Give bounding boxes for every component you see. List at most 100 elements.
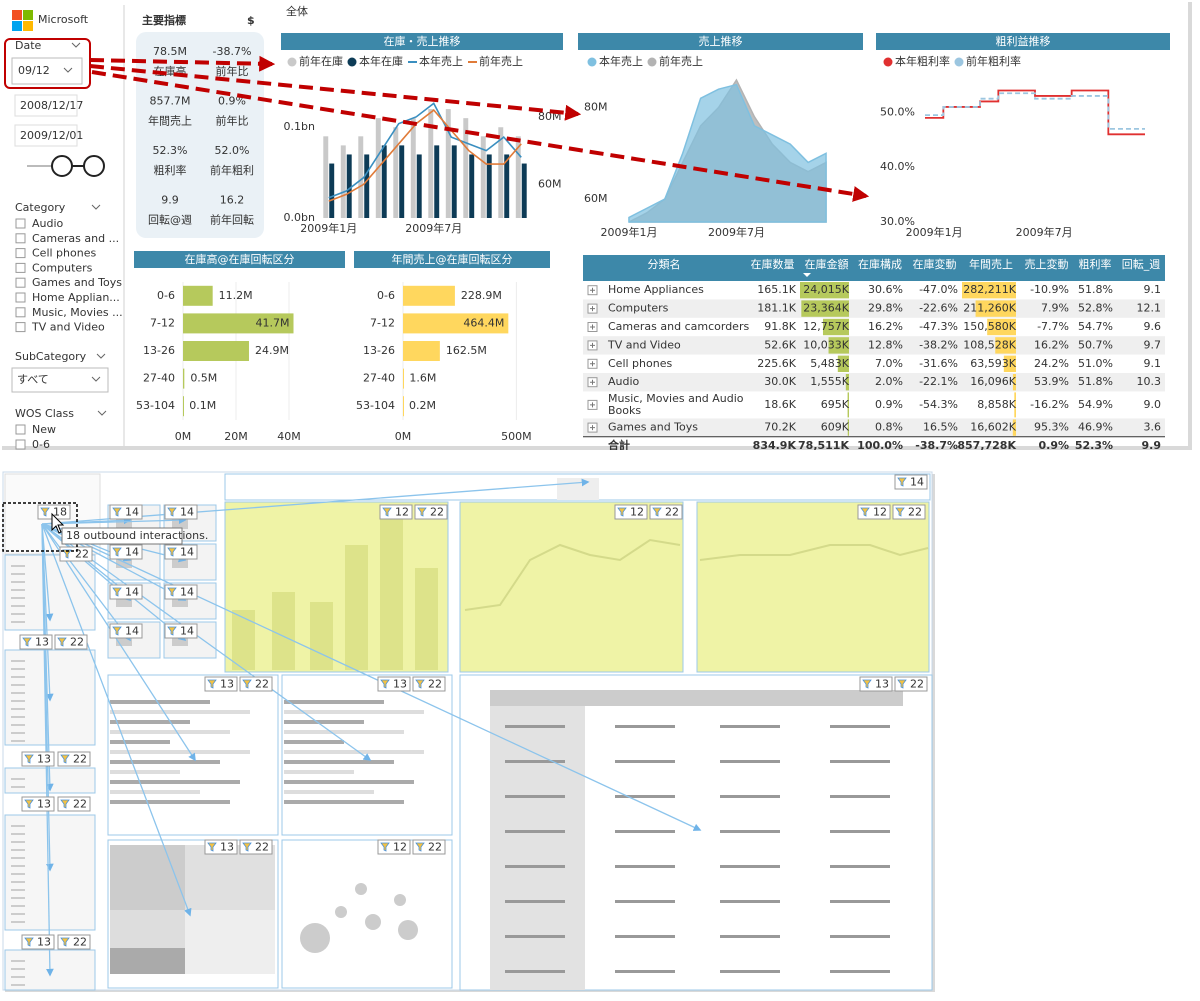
table-cell: 70.2K [764,421,796,434]
badge-icon [24,937,34,947]
legend-swatch [347,57,357,67]
panel [4,814,96,931]
placeholder-line [615,760,675,763]
placeholder-line [11,708,25,710]
legend-swatch [954,57,964,67]
bar [451,145,457,218]
data-bar [962,282,1016,299]
table-cell: 225.6K [757,357,796,370]
row-band [583,336,1165,355]
tooltip-text: 18 outbound interactions. [66,529,208,542]
table-cell: 52.8% [1078,302,1113,315]
badge-count: 22 [255,678,269,691]
table-cell: 7.0% [875,357,903,370]
cursor [51,512,65,534]
kpi-value: 52.0% [215,144,250,157]
placeholder-bar [284,790,374,794]
table-cell: 12.1 [1137,302,1162,315]
badge-count: 13 [393,678,407,691]
checkbox [15,424,26,435]
kpi-label: 前年粗利 [210,163,254,177]
kpi-value: 9.9 [161,194,179,207]
table-cell: 16.5% [923,421,958,434]
x-tick-label: 500M [501,430,532,443]
y-tick-label: 30.0% [880,215,915,228]
legend-label: 本年在庫 [359,54,403,68]
badge-icon [415,679,425,689]
category-label: 27-40 [363,372,395,385]
kpi-title: 主要指標 [142,13,186,27]
placeholder-line [11,676,25,678]
badge-icon [112,547,122,557]
badge-icon [24,799,34,809]
bar [183,368,185,389]
table-cell: Music, Movies and Audio Books [608,392,744,417]
interaction-arrow [41,523,192,917]
bar [183,285,213,306]
bar [403,396,404,417]
badge-count: 22 [910,678,924,691]
bar [393,127,399,218]
bar [521,163,527,218]
bar [416,154,422,218]
x-tick-label: 2009年1月 [300,221,357,235]
chevron [91,204,101,210]
badge-count: 22 [73,753,87,766]
badge-count: 14 [180,625,194,638]
interaction-arrow [41,516,187,525]
table-cell: 51.0% [1078,357,1113,370]
table-cell: 211,260K [963,302,1016,315]
placeholder-bar [110,790,200,794]
expand-plus [590,361,595,367]
table-cell: 0.9% [875,398,903,411]
bar [364,154,370,218]
placeholder-bar [272,592,295,670]
data-bar [845,374,849,391]
table-cell: 181.1K [757,302,796,315]
category-option: Cell phones [32,247,96,260]
badge-count: 12 [873,506,887,519]
placeholder-line [11,716,25,718]
badge-icon [60,799,70,809]
placeholder-line [11,841,25,843]
table-cell: 18.6K [764,398,796,411]
table-cell: 52.6K [764,338,796,351]
placeholder-bar [345,545,368,670]
page-title: 全体 [286,4,308,18]
placeholder-line [11,905,25,907]
highlighted-visual [696,501,930,673]
placeholder-line [615,970,675,973]
bar [381,145,387,218]
date-to: 2009/12/01 [20,129,83,142]
kpi-value: -38.7% [213,45,252,58]
bar [463,118,469,218]
placeholder-dot [398,920,418,940]
placeholder-line [11,960,25,962]
table-cell: 54.9% [1078,398,1113,411]
row-band [583,299,1165,318]
table-cell: 16.2% [868,320,903,333]
table-header [583,255,1165,281]
kpi-value: 52.3% [153,144,188,157]
placeholder-line [11,889,25,891]
table-cell: 1,555K [810,375,849,388]
column-header: 在庫金額 [805,257,849,271]
chevron [96,353,106,359]
placeholder-line [720,760,780,763]
badge-count: 13 [37,798,51,811]
badge-icon [112,626,122,636]
placeholder-line [720,970,780,973]
placeholder-line [720,795,780,798]
badge-count: 14 [180,586,194,599]
kpi-label: 前年比 [216,114,249,128]
placeholder-line [11,613,25,615]
interaction-view [4,473,933,991]
table-cell: 29.8% [868,302,903,315]
table-cell: 54.7% [1078,320,1113,333]
placeholder-line [11,732,25,734]
table-cell: Cameras and camcorders [608,320,749,333]
badge-count: 13 [37,753,51,766]
data-bar [995,337,1016,354]
table-cell: 24,015K [803,283,849,296]
table-cell: -31.6% [919,357,958,370]
